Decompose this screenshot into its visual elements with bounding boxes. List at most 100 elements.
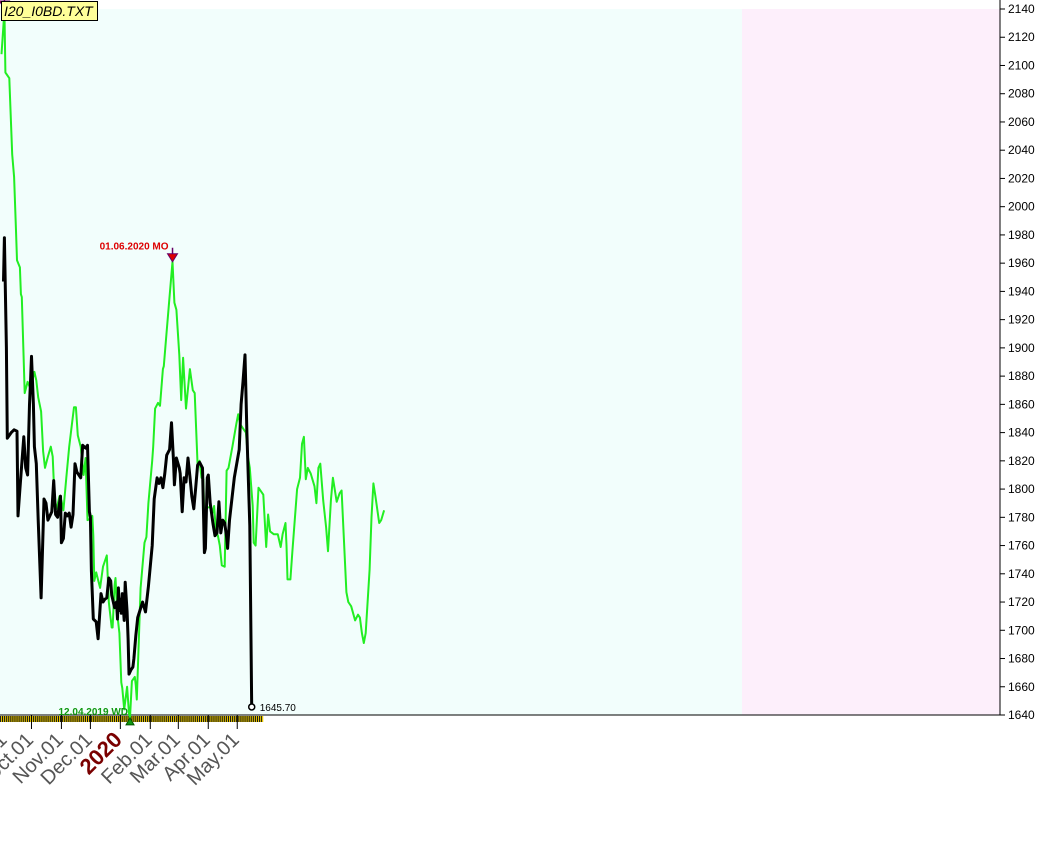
- x-day-tick: [256, 716, 258, 722]
- x-day-tick: [38, 716, 41, 722]
- x-day-tick: [100, 716, 102, 722]
- x-day-tick: [13, 716, 15, 722]
- x-day-tick: [10, 716, 13, 722]
- x-day-tick: [58, 716, 60, 722]
- x-day-tick: [56, 716, 58, 722]
- x-day-tick: [84, 716, 86, 722]
- x-day-tick: [99, 716, 101, 722]
- x-day-tick: [115, 716, 118, 722]
- x-day-tick: [102, 716, 104, 722]
- x-day-tick: [210, 716, 213, 722]
- x-day-tick: [51, 716, 53, 722]
- x-day-tick: [218, 716, 220, 722]
- x-day-tick: [126, 716, 129, 722]
- x-day-tick: [187, 716, 189, 722]
- x-day-tick: [81, 716, 83, 722]
- chart-title: I20_I0BD.TXT: [1, 1, 98, 21]
- x-day-tick: [22, 716, 24, 722]
- x-day-tick: [259, 716, 262, 722]
- x-day-tick: [34, 716, 37, 722]
- x-day-tick: [121, 716, 124, 722]
- x-day-tick: [237, 716, 240, 722]
- x-day-tick: [146, 716, 149, 722]
- x-day-tick: [96, 716, 99, 722]
- x-day-tick: [21, 716, 23, 722]
- last-value-marker: [247, 703, 256, 711]
- x-day-tick: [114, 716, 116, 722]
- x-day-tick: [250, 716, 252, 722]
- x-day-tick: [243, 716, 245, 722]
- x-day-tick: [26, 716, 28, 722]
- x-day-tick: [229, 716, 231, 722]
- x-day-tick: [115, 716, 117, 722]
- x-day-tick: [160, 716, 162, 722]
- x-day-tick: [87, 716, 89, 722]
- x-day-tick: [16, 716, 18, 722]
- x-day-tick: [4, 716, 7, 722]
- x-day-tick: [24, 716, 26, 722]
- x-day-tick: [44, 716, 46, 722]
- x-day-tick: [212, 716, 214, 722]
- x-day-tick: [40, 716, 43, 722]
- x-day-tick: [197, 716, 199, 722]
- x-day-tick: [117, 716, 120, 722]
- x-day-tick: [185, 716, 187, 722]
- x-day-tick: [175, 716, 178, 722]
- y-tick-label: 2020: [1008, 171, 1035, 185]
- x-day-tick: [30, 716, 32, 722]
- x-day-tick: [240, 716, 243, 722]
- x-day-tick: [73, 716, 75, 722]
- x-day-tick: [79, 716, 81, 722]
- x-day-tick: [116, 716, 119, 722]
- x-day-tick: [247, 716, 249, 722]
- x-day-tick: [1, 716, 3, 722]
- x-day-tick: [188, 716, 190, 722]
- x-day-tick: [230, 716, 233, 722]
- x-day-tick: [144, 716, 147, 722]
- x-day-tick: [205, 716, 208, 722]
- x-day-tick: [206, 716, 209, 722]
- x-day-tick: [153, 716, 156, 722]
- y-tick-label: 1980: [1008, 228, 1035, 242]
- x-day-tick: [255, 716, 257, 722]
- x-day-tick: [176, 716, 179, 722]
- x-day-tick: [77, 716, 79, 722]
- x-day-tick: [171, 716, 173, 722]
- x-day-tick: [108, 716, 110, 722]
- x-day-tick: [148, 716, 151, 722]
- x-day-tick: [166, 716, 168, 722]
- x-day-tick: [249, 716, 251, 722]
- x-day-tick: [109, 716, 111, 722]
- x-day-tick: [68, 716, 71, 722]
- x-day-tick: [241, 716, 243, 722]
- x-day-tick: [244, 716, 246, 722]
- x-day-tick: [154, 716, 157, 722]
- x-day-tick: [178, 716, 181, 722]
- x-day-tick: [200, 716, 203, 722]
- x-day-tick: [203, 716, 206, 722]
- series-line-black: [2, 236, 254, 708]
- x-day-tick: [17, 716, 19, 722]
- x-day-tick: [252, 716, 254, 722]
- x-day-tick: [113, 716, 115, 722]
- y-tick-label: 1720: [1008, 595, 1035, 609]
- x-day-tick: [143, 716, 145, 722]
- y-tick-label: 1860: [1008, 397, 1035, 411]
- x-day-tick: [173, 716, 176, 722]
- x-day-tick: [49, 716, 51, 722]
- x-day-tick: [189, 716, 191, 722]
- x-day-tick: [107, 716, 109, 722]
- y-tick-label: 1660: [1008, 680, 1035, 694]
- x-day-tick: [125, 716, 128, 722]
- x-day-tick: [66, 716, 69, 722]
- x-day-tick: [253, 716, 255, 722]
- x-day-tick: [225, 716, 227, 722]
- x-day-tick: [233, 716, 236, 722]
- x-day-tick: [57, 716, 59, 722]
- x-day-tick: [211, 716, 214, 722]
- x-day-tick: [69, 716, 72, 722]
- x-day-tick: [92, 716, 95, 722]
- x-day-tick: [141, 716, 143, 722]
- x-day-tick: [257, 716, 260, 722]
- x-day-tick: [152, 716, 155, 722]
